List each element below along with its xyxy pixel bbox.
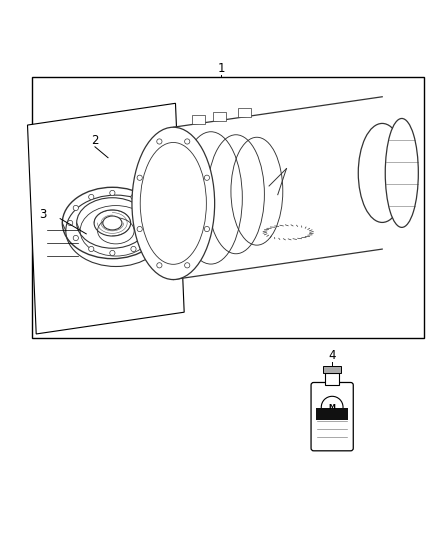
- Circle shape: [88, 246, 94, 252]
- Ellipse shape: [358, 124, 406, 222]
- Circle shape: [152, 220, 157, 225]
- Circle shape: [184, 139, 190, 144]
- Ellipse shape: [103, 216, 122, 230]
- Circle shape: [131, 195, 136, 199]
- Text: 2: 2: [91, 134, 99, 147]
- Ellipse shape: [385, 118, 418, 228]
- Bar: [238, 108, 251, 117]
- Text: 1: 1: [217, 62, 225, 75]
- Circle shape: [110, 251, 115, 256]
- Circle shape: [157, 139, 162, 144]
- Bar: [323, 366, 341, 373]
- Circle shape: [184, 263, 190, 268]
- Circle shape: [131, 246, 136, 252]
- Bar: [316, 408, 349, 420]
- Bar: [325, 373, 339, 385]
- Circle shape: [73, 236, 78, 240]
- Bar: [32, 77, 424, 338]
- Text: M: M: [329, 404, 336, 410]
- Circle shape: [137, 175, 142, 180]
- Polygon shape: [28, 103, 184, 334]
- Circle shape: [73, 205, 78, 211]
- FancyBboxPatch shape: [311, 383, 353, 451]
- Circle shape: [67, 220, 73, 225]
- Circle shape: [204, 227, 209, 232]
- Text: 3: 3: [39, 208, 46, 221]
- Circle shape: [157, 263, 162, 268]
- Circle shape: [146, 236, 152, 240]
- Text: 4: 4: [328, 349, 336, 362]
- Bar: [213, 112, 226, 120]
- Circle shape: [110, 190, 115, 196]
- Bar: [192, 115, 205, 124]
- Ellipse shape: [132, 127, 215, 279]
- Circle shape: [137, 227, 142, 232]
- Circle shape: [321, 397, 343, 418]
- Circle shape: [88, 195, 94, 199]
- Circle shape: [146, 205, 152, 211]
- Circle shape: [204, 175, 209, 180]
